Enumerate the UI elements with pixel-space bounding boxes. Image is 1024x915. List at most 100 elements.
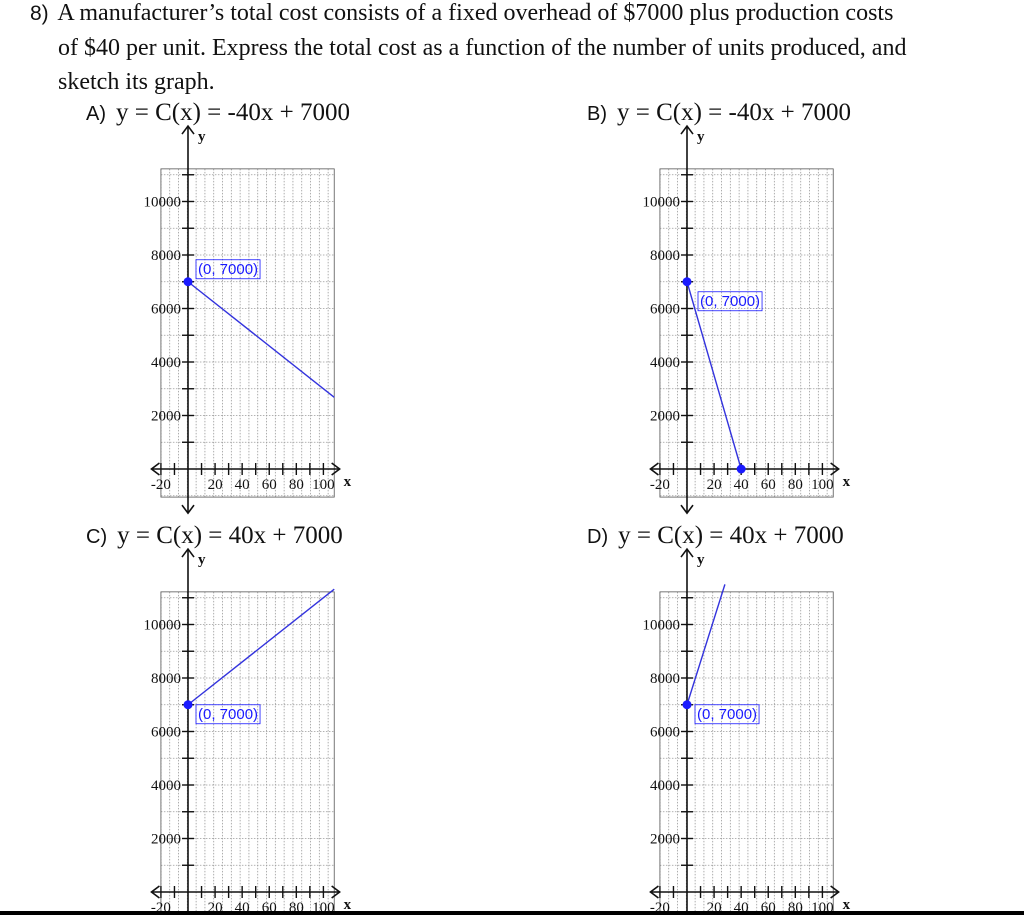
x-tick-label: 20 xyxy=(707,477,722,493)
point-label-box xyxy=(697,291,763,312)
x-tick-label: 20 xyxy=(208,477,223,493)
y-axis-arrow-up xyxy=(680,124,694,135)
axes-c xyxy=(150,547,341,915)
x-tick-label: 60 xyxy=(262,477,277,493)
option-a-label[interactable]: A) y = C(x) = -40x + 7000 xyxy=(86,99,350,127)
chart-d: -20 20 40 60 80 100200040006000800010000xy(0,… xyxy=(643,547,851,915)
plot-frame xyxy=(160,168,335,498)
x-axis-arrow-left xyxy=(150,462,160,476)
option-c-letter: C) xyxy=(86,526,108,548)
y-axis-arrow-down xyxy=(680,504,694,515)
axes-d xyxy=(649,547,840,915)
point-label: (0, 7000) xyxy=(198,261,258,278)
x-axis-label: x xyxy=(843,474,851,490)
option-b-equation: y = C(x) = -40x + 7000 xyxy=(617,99,851,126)
y-tick-label: 10000 xyxy=(643,195,681,211)
x-tick-label: 80 xyxy=(289,477,304,493)
x-axis-arrow-left xyxy=(150,885,160,899)
y-axis-arrow-up xyxy=(181,547,195,558)
x-axis-arrow-right xyxy=(830,885,840,899)
x-tick-label: -20 xyxy=(151,477,171,493)
point-label: (0, 7000) xyxy=(198,706,258,723)
question-line-1: 8) A manufacturer’s total cost consists … xyxy=(30,0,894,26)
y-tick-label: 6000 xyxy=(650,725,680,741)
x-axis-label: x xyxy=(344,897,352,913)
y-tick-label: 8000 xyxy=(151,671,181,687)
option-a-letter: A) xyxy=(86,103,106,125)
y-tick-label: 6000 xyxy=(151,302,181,318)
x-tick-label: 40 xyxy=(235,477,250,493)
y-tick-label: 2000 xyxy=(151,409,181,425)
point-marker xyxy=(682,700,692,710)
y-tick-label: 2000 xyxy=(650,409,680,425)
point-label-box xyxy=(195,704,261,725)
grid-b xyxy=(659,168,834,498)
y-tick-label: 10000 xyxy=(144,195,182,211)
x-axis-arrow-left xyxy=(649,462,659,476)
grid-a xyxy=(160,168,335,498)
point-marker xyxy=(183,700,193,710)
series-line xyxy=(187,281,335,398)
y-tick-label: 4000 xyxy=(650,355,680,371)
y-tick-label: 8000 xyxy=(151,248,181,264)
x-tick-label: 40 xyxy=(734,477,749,493)
x-axis-arrow-right xyxy=(331,462,341,476)
question-line-3: sketch its graph. xyxy=(58,69,215,95)
page-bottom-rule xyxy=(0,911,1024,915)
y-tick-label: 6000 xyxy=(650,302,680,318)
option-b-letter: B) xyxy=(587,103,607,125)
y-tick-label: 10000 xyxy=(643,618,681,634)
series-line xyxy=(187,588,335,706)
y-tick-label: 6000 xyxy=(151,725,181,741)
option-d-equation: y = C(x) = 40x + 7000 xyxy=(618,522,844,549)
y-axis-arrow-down xyxy=(181,504,195,515)
y-axis-arrow-up xyxy=(680,547,694,558)
y-tick-label: 8000 xyxy=(650,671,680,687)
y-tick-label: 8000 xyxy=(650,248,680,264)
plot-frame xyxy=(659,168,834,498)
y-axis-arrow-up xyxy=(181,124,195,135)
y-axis-label: y xyxy=(697,129,705,145)
x-tick-label: 100 xyxy=(811,477,834,493)
y-tick-label: 4000 xyxy=(151,355,181,371)
y-tick-label: 2000 xyxy=(650,832,680,848)
x-tick-label: -20 xyxy=(650,477,670,493)
y-tick-label: 2000 xyxy=(151,832,181,848)
y-axis-label: y xyxy=(697,552,705,568)
option-c-equation: y = C(x) = 40x + 7000 xyxy=(117,522,343,549)
option-d-letter: D) xyxy=(587,526,609,548)
y-tick-label: 4000 xyxy=(151,778,181,794)
axes-b xyxy=(649,124,840,515)
x-tick-label: 60 xyxy=(761,477,776,493)
chart-b: -20 20 40 60 80 100 2000 4000 6000 8000 10000 x y (0,… xyxy=(643,124,851,515)
series-line xyxy=(686,584,726,705)
chart-c: -20 20 40 60 80 100200040006000800010000xy(0,… xyxy=(144,547,352,915)
x-axis-label: x xyxy=(843,897,851,913)
point-marker xyxy=(682,277,692,287)
point-label: (0, 7000) xyxy=(697,706,757,723)
y-axis-label: y xyxy=(198,552,206,568)
question-number: 8) xyxy=(30,2,49,25)
series-line xyxy=(686,281,742,470)
option-a-equation: y = C(x) = -40x + 7000 xyxy=(116,99,350,126)
end-point-marker xyxy=(736,464,746,474)
x-axis-label: x xyxy=(344,474,352,490)
plot-frame xyxy=(160,591,335,915)
x-axis-arrow-right xyxy=(331,885,341,899)
option-b-label[interactable]: B) y = C(x) = -40x + 7000 xyxy=(587,99,851,127)
point-label: (0, 7000) xyxy=(700,293,760,310)
plot-frame xyxy=(659,591,834,915)
option-d-label[interactable]: D) y = C(x) = 40x + 7000 xyxy=(587,522,844,550)
x-tick-label: 80 xyxy=(788,477,803,493)
axes-a xyxy=(150,124,341,515)
option-c-label[interactable]: C) y = C(x) = 40x + 7000 xyxy=(86,522,343,550)
x-axis-arrow-left xyxy=(649,885,659,899)
y-axis-label: y xyxy=(198,129,206,145)
grid-c xyxy=(160,591,335,915)
grid-d xyxy=(659,591,834,915)
point-label-box xyxy=(195,259,261,280)
y-tick-label: 10000 xyxy=(144,618,182,634)
x-axis-arrow-right xyxy=(830,462,840,476)
x-tick-label: 100 xyxy=(312,477,335,493)
y-tick-label: 4000 xyxy=(650,778,680,794)
